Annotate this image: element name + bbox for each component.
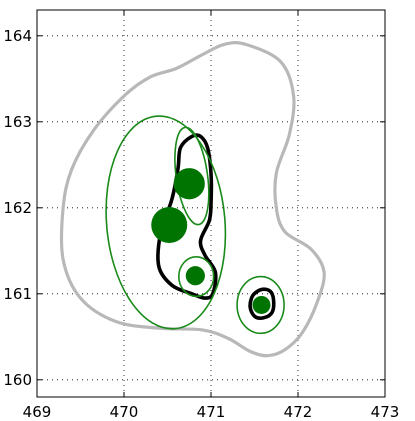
x-tick-labels: 469 470 471 472 473 (23, 403, 400, 421)
y-tick-label-4: 164 (3, 27, 32, 45)
data-point-3 (252, 295, 271, 314)
inner-contour-layer (156, 133, 276, 320)
y-tick-label-2: 162 (3, 199, 32, 217)
x-tick-label-2: 471 (197, 403, 226, 421)
x-tick-label-1: 470 (110, 403, 139, 421)
data-point-1 (173, 168, 205, 200)
inner-contour-1 (248, 287, 276, 320)
ellipse-3 (236, 275, 285, 335)
data-point-2 (185, 266, 205, 286)
point-layer (151, 168, 271, 314)
ellipse-0 (105, 115, 227, 330)
outer-contour (59, 41, 326, 358)
x-tick-label-3: 472 (284, 403, 313, 421)
y-tick-label-0: 160 (3, 371, 32, 389)
grid (37, 10, 385, 397)
x-tick-label-0: 469 (23, 403, 52, 421)
ellipse-2 (178, 256, 215, 298)
inner-contour-0 (156, 133, 218, 300)
ellipse-layer (105, 115, 285, 335)
ticks (36, 10, 386, 397)
outer-contour-layer (59, 41, 326, 358)
x-tick-label-4: 473 (371, 403, 400, 421)
y-tick-labels: 160 161 162 163 164 (3, 27, 32, 389)
data-point-0 (151, 207, 188, 243)
y-tick-label-3: 163 (3, 113, 32, 131)
y-tick-label-1: 161 (3, 285, 32, 303)
